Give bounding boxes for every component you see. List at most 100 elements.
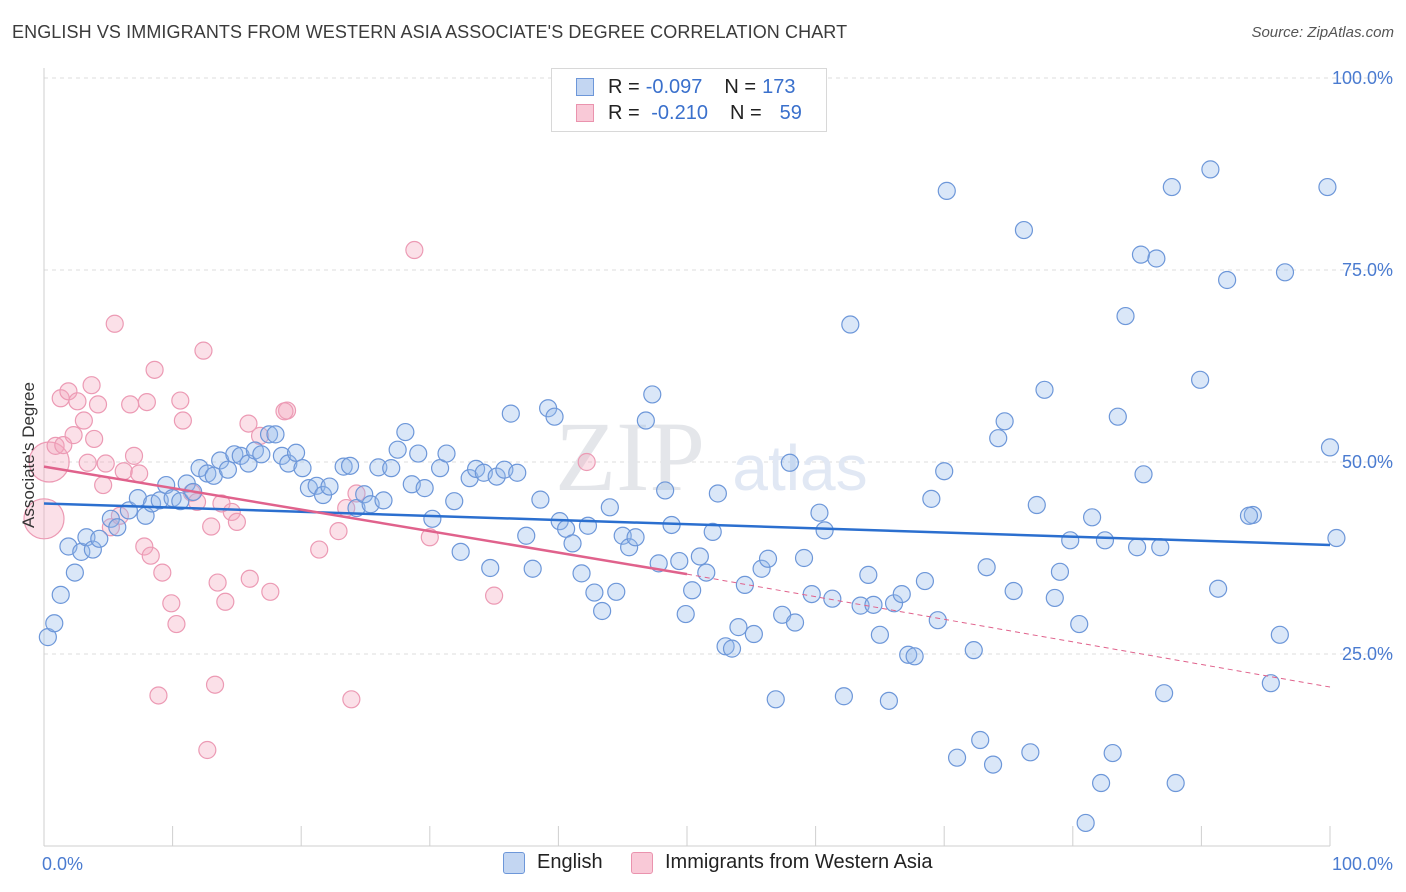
immigrants-point <box>202 517 221 536</box>
english-point <box>780 453 799 472</box>
english-point <box>864 595 883 614</box>
english-point <box>481 558 500 578</box>
immigrants-point <box>485 586 504 605</box>
english-point <box>758 549 778 568</box>
immigrants-point <box>88 395 108 414</box>
immigrants-point <box>64 426 83 445</box>
stats-legend: R = -0.097 N = 173 R = -0.210 N = 59 <box>551 68 827 132</box>
english-point <box>802 584 821 604</box>
english-point <box>523 559 542 578</box>
english-point <box>947 748 967 767</box>
legend-r-label: R = <box>608 101 640 124</box>
english-point <box>1103 743 1122 763</box>
english-point <box>1261 674 1280 693</box>
y-axis-label: Associate's Degree <box>19 382 38 528</box>
english-point <box>374 491 393 510</box>
english-point <box>218 460 237 479</box>
english-point <box>905 647 924 666</box>
legend-r-value: -0.097 <box>645 75 703 98</box>
english-point <box>108 518 127 537</box>
english-point <box>460 469 479 488</box>
english-point <box>626 528 645 547</box>
english-point <box>1218 270 1237 290</box>
immigrants-point <box>96 454 115 473</box>
legend-r-label: R = <box>608 75 640 98</box>
english-point <box>1076 813 1095 833</box>
english-point <box>266 425 285 444</box>
english-point <box>600 498 619 517</box>
english-point <box>369 458 388 477</box>
english-point <box>1162 177 1181 197</box>
english-point <box>320 477 339 496</box>
english-point <box>307 476 326 495</box>
english-point <box>834 687 853 706</box>
english-point <box>607 582 626 601</box>
immigrants-point <box>216 592 235 611</box>
english-point <box>437 444 456 463</box>
english-points <box>38 160 1346 833</box>
english-point <box>451 542 470 561</box>
axes <box>43 68 1331 847</box>
english-point <box>1021 743 1040 762</box>
english-point <box>1131 245 1151 264</box>
english-point <box>785 613 805 632</box>
english-point <box>620 538 639 557</box>
english-point <box>815 521 834 540</box>
english-point <box>937 181 956 200</box>
tick-labels: 100.0% 75.0% 50.0% 25.0% 0.0% 100.0% <box>42 68 1393 874</box>
english-point <box>293 459 312 478</box>
english-point <box>915 571 935 591</box>
english-point <box>1035 380 1054 399</box>
english-point <box>722 639 742 658</box>
immigrants-point <box>227 512 246 532</box>
english-point <box>1127 538 1147 557</box>
english-point <box>935 462 954 481</box>
english-point <box>964 641 983 660</box>
y-tick-label: 50.0% <box>1342 452 1393 472</box>
english-point <box>1116 306 1135 326</box>
immigrants-point <box>205 675 225 694</box>
english-point <box>259 425 279 444</box>
english-point <box>823 589 842 608</box>
english-point <box>545 407 564 426</box>
english-point <box>1318 177 1337 197</box>
immigrants-swatch-icon <box>631 851 653 874</box>
legend-row-english: R = -0.097 N = 173 <box>576 74 795 100</box>
immigrants-point <box>198 740 217 760</box>
immigrants-point <box>114 462 133 481</box>
english-point <box>508 463 527 482</box>
gridlines <box>44 77 1392 655</box>
english-point <box>286 443 306 462</box>
english-point <box>585 583 604 602</box>
immigrants-swatch-icon <box>576 104 594 122</box>
y-tick-label: 25.0% <box>1342 644 1393 664</box>
english-point <box>487 467 506 486</box>
english-swatch-icon <box>503 851 525 874</box>
english-point <box>382 459 401 478</box>
english-point <box>744 624 763 644</box>
english-point <box>729 618 748 637</box>
english-point <box>1239 506 1259 525</box>
immigrants-point <box>78 453 97 472</box>
english-point <box>1191 370 1210 389</box>
english-point <box>995 412 1014 431</box>
english-point <box>752 559 771 578</box>
english-point <box>396 422 415 442</box>
english-point <box>1045 588 1064 608</box>
english-point <box>643 385 662 404</box>
immigrants-point <box>23 498 65 540</box>
legend-r-value: -0.210 <box>645 101 708 124</box>
y-tick-label: 100.0% <box>1332 68 1393 88</box>
english-point <box>1050 562 1070 581</box>
immigrants-point <box>59 382 78 401</box>
english-point <box>670 551 689 571</box>
english-point <box>899 645 918 664</box>
immigrants-point <box>124 446 144 465</box>
english-point <box>1091 773 1111 793</box>
english-point <box>593 601 612 621</box>
watermark-zip: ZIP <box>555 401 705 512</box>
english-point <box>879 691 899 710</box>
english-point <box>1082 508 1102 527</box>
immigrants-point <box>153 563 172 582</box>
